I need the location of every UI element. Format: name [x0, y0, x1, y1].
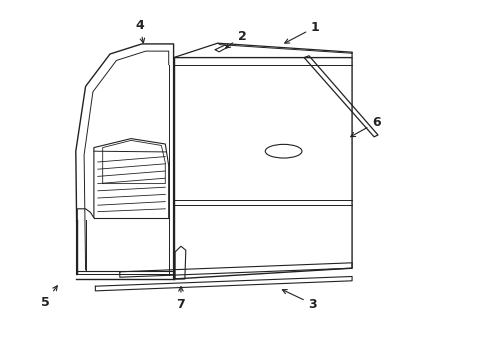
Text: 7: 7 [176, 287, 185, 311]
Text: 3: 3 [282, 289, 317, 311]
Text: 5: 5 [41, 286, 57, 309]
Text: 4: 4 [135, 19, 144, 43]
Text: 6: 6 [350, 116, 380, 137]
Text: 1: 1 [284, 21, 319, 43]
Text: 2: 2 [225, 30, 246, 48]
